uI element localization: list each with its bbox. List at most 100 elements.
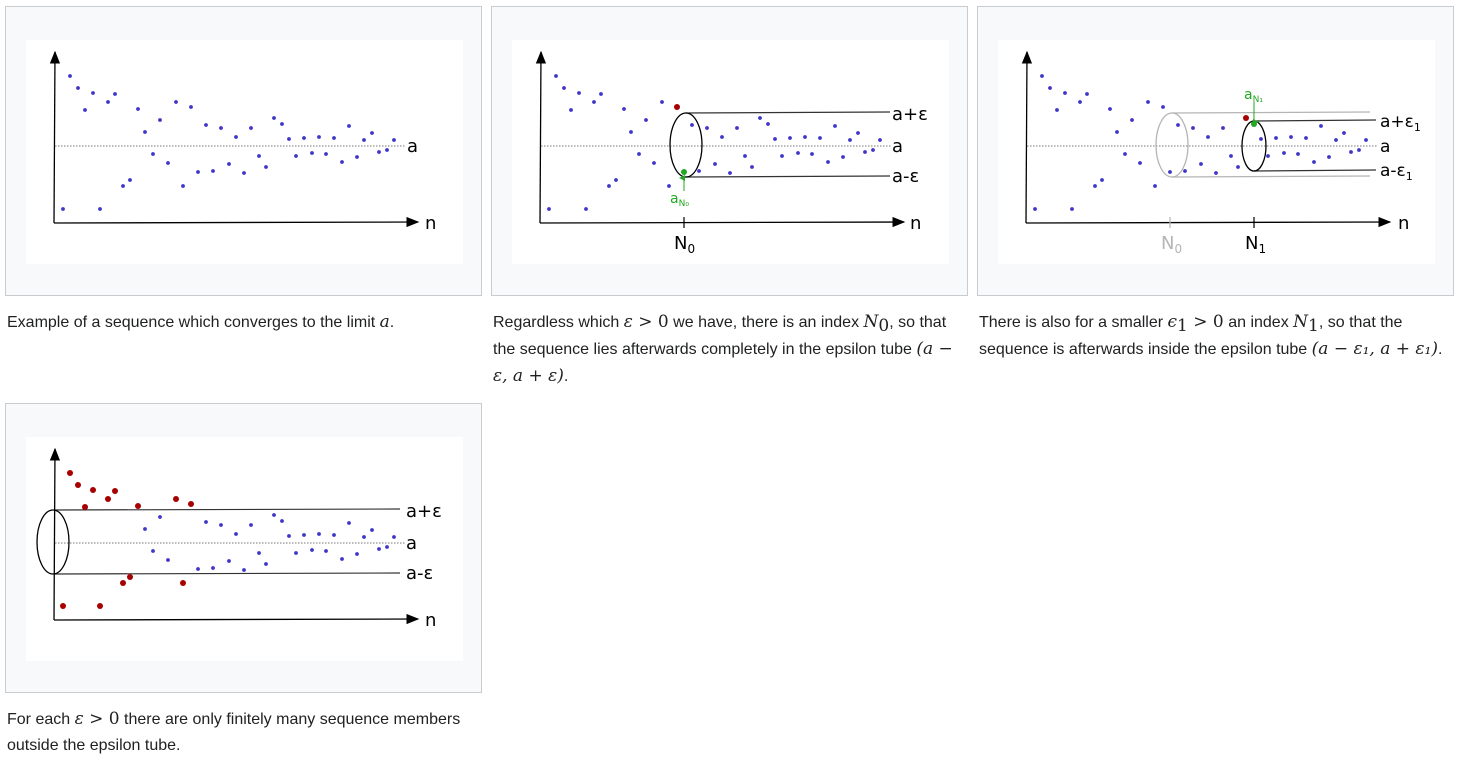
sequence-point [1206, 135, 1210, 139]
sequence-point [1033, 207, 1037, 211]
sequence-point [196, 170, 200, 174]
sequence-point [211, 169, 215, 173]
sequence-point [370, 131, 374, 135]
sequence-point [128, 178, 132, 182]
sequence-point [1070, 207, 1074, 211]
sequence-point [340, 160, 344, 164]
figure-epsilon-tube: a+ε a a-ε n N0 aN₀ [491, 6, 968, 296]
caption-1: Example of a sequence which converges to… [7, 309, 477, 336]
sequence-point [370, 528, 374, 532]
sequence-point [340, 557, 344, 561]
sequence-point [151, 549, 155, 553]
sequence-point [143, 130, 147, 134]
sequence-point [392, 535, 396, 539]
sequence-point [622, 107, 626, 111]
sequence-point [1040, 74, 1044, 78]
sequence-point [644, 118, 648, 122]
n-axis-label: n [425, 610, 436, 631]
sequence-point [599, 92, 603, 96]
sequence-point [355, 155, 359, 159]
sequence-point [1289, 135, 1293, 139]
sequence-point [204, 520, 208, 524]
caption-text: , so that the sequence is afterwards ins… [979, 314, 1403, 358]
sequence-point [1304, 136, 1308, 140]
sequence-point [1364, 138, 1368, 142]
first-inside-point [681, 169, 687, 175]
sequence-point [135, 503, 141, 509]
sequence-points [547, 74, 882, 211]
sequence-point [211, 566, 215, 570]
sequence-point [272, 513, 276, 517]
sequence-point [158, 118, 162, 122]
sequence-point [810, 152, 814, 156]
diagram-sequence-limit: a n [26, 40, 463, 264]
n-axis-label: n [1398, 213, 1409, 234]
sequence-point [1327, 155, 1331, 159]
old-tube-lower [1171, 175, 1371, 178]
math-epsilon: ε [623, 312, 633, 332]
math-N1: N [1293, 312, 1309, 332]
sequence-point [68, 74, 72, 78]
sequence-point [347, 521, 351, 525]
caption-text: , so that the sequence lies afterwards c… [493, 314, 947, 358]
sequence-point [728, 171, 732, 175]
sequence-point [1063, 91, 1067, 95]
sequence-point [189, 105, 193, 109]
sequence-point [833, 124, 837, 128]
x-axis [1025, 216, 1392, 228]
sequence-point [180, 580, 186, 586]
sequence-point [826, 160, 830, 164]
sequence-point [1055, 108, 1059, 112]
caption-4: For each ε > 0 there are only finitely m… [7, 706, 477, 759]
sequence-point [377, 150, 381, 154]
sequence-point [362, 138, 366, 142]
sequence-point [257, 154, 261, 158]
sequence-point [294, 551, 298, 555]
sequence-point [249, 126, 253, 130]
math-interval: (a − ε, a + ε) [493, 339, 953, 386]
sequence-point [121, 184, 125, 188]
sequence-point [1312, 160, 1316, 164]
sequence-point [1349, 150, 1353, 154]
sequence-point [1274, 136, 1278, 140]
tube-upper [53, 508, 401, 511]
sequence-point [871, 148, 875, 152]
sequence-point [803, 135, 807, 139]
sequence-point [780, 154, 784, 158]
math-gt-zero: > 0 [1187, 312, 1224, 332]
n-axis-label: n [425, 213, 436, 234]
sequence-point [614, 178, 618, 182]
n0-tick-label: N0 [674, 233, 695, 256]
figure-finitely-many-outside: a+ε a a-ε n [5, 403, 482, 693]
sequence-point [166, 161, 170, 165]
limit-label: a [892, 136, 903, 157]
sequence-point [758, 116, 762, 120]
sequence-point [1176, 123, 1180, 127]
sequence-point [143, 527, 147, 531]
y-axis [535, 50, 547, 224]
sequence-point [1259, 137, 1263, 141]
sequence-point [75, 482, 81, 488]
math-N1-sub: 1 [1308, 316, 1319, 337]
caption-text: For each [7, 711, 75, 728]
caption-2: Regardless which ε > 0 we have, there is… [493, 309, 963, 390]
n0-tick-label: N0 [1161, 233, 1182, 256]
sequence-point [592, 100, 596, 104]
sequence-point [1085, 92, 1089, 96]
sequence-point [750, 165, 754, 169]
sequence-point [856, 131, 860, 135]
caption-text: Example of a sequence which converges to… [7, 314, 380, 331]
sequence-point [1342, 131, 1346, 135]
math-N: N [863, 312, 879, 332]
sequence-point [234, 532, 238, 536]
sequence-point [878, 138, 882, 142]
sequence-point [332, 533, 336, 537]
sequence-point [1168, 170, 1172, 174]
sequence-point [818, 136, 822, 140]
tube-opening [669, 112, 703, 178]
outside-point [674, 104, 680, 110]
tube-lower [685, 175, 891, 178]
caption-text: . [563, 368, 569, 385]
sequence-point [1229, 154, 1233, 158]
sequence-points [60, 470, 396, 609]
